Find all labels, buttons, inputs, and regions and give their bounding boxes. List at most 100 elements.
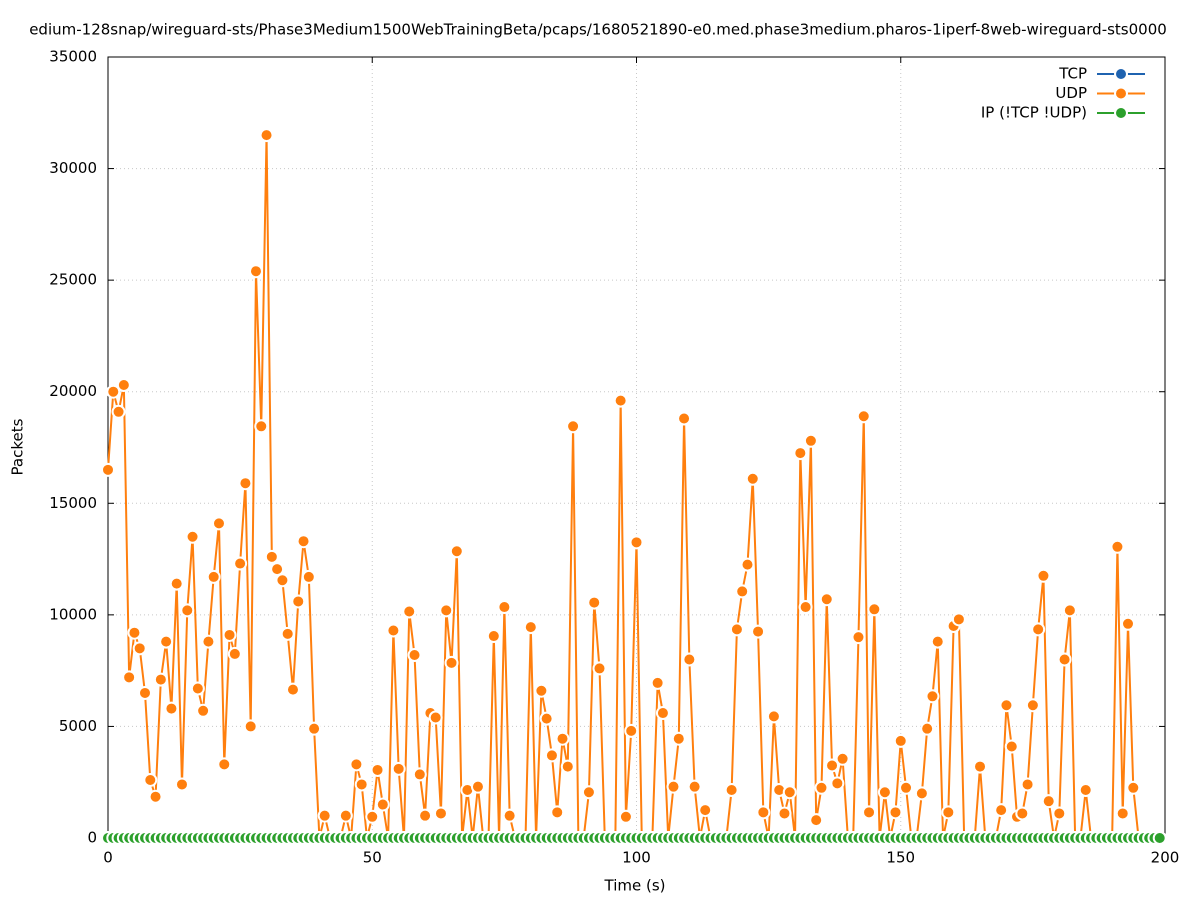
x-tick-label: 100	[622, 849, 651, 867]
y-tick-label: 10000	[49, 605, 97, 623]
y-tick-label: 25000	[49, 271, 97, 289]
chart-title: edium-128snap/wireguard-sts/Phase3Medium…	[29, 21, 1167, 39]
data-point	[687, 779, 702, 794]
data-point	[486, 629, 501, 644]
data-point	[1041, 794, 1056, 809]
legend-marker	[1114, 86, 1128, 101]
data-point	[196, 703, 211, 718]
data-point	[391, 761, 406, 776]
data-point	[206, 569, 221, 584]
data-point	[317, 808, 332, 823]
data-point	[159, 634, 174, 649]
data-point	[270, 562, 285, 577]
data-point	[354, 777, 369, 792]
data-point	[835, 751, 850, 766]
data-point	[555, 731, 570, 746]
data-point	[264, 549, 279, 564]
data-point	[143, 772, 158, 787]
data-point	[735, 584, 750, 599]
data-point	[301, 569, 316, 584]
data-point	[470, 779, 485, 794]
data-point	[951, 612, 966, 627]
data-point	[122, 670, 137, 685]
data-point	[618, 809, 633, 824]
data-point	[666, 779, 681, 794]
data-point	[994, 803, 1009, 818]
data-point	[497, 600, 512, 615]
y-tick-label: 5000	[59, 717, 97, 735]
data-point	[856, 409, 871, 424]
data-point	[137, 685, 152, 700]
data-point	[407, 648, 422, 663]
data-point	[629, 535, 644, 550]
data-point	[587, 595, 602, 610]
data-point	[338, 808, 353, 823]
data-point	[307, 721, 322, 736]
data-point	[248, 264, 263, 279]
data-point	[365, 809, 380, 824]
data-point	[386, 623, 401, 638]
data-point	[830, 776, 845, 791]
data-point	[798, 600, 813, 615]
data-point	[106, 384, 121, 399]
data-point	[613, 393, 628, 408]
y-tick-label: 15000	[49, 494, 97, 512]
data-point	[782, 785, 797, 800]
data-point	[285, 682, 300, 697]
data-point	[534, 683, 549, 698]
data-point	[275, 573, 290, 588]
data-point	[449, 544, 464, 559]
data-point	[243, 719, 258, 734]
data-point	[766, 709, 781, 724]
legend-label: TCP	[1058, 65, 1087, 83]
data-point	[1126, 780, 1141, 795]
data-point	[1115, 806, 1130, 821]
data-point	[740, 557, 755, 572]
data-point	[439, 603, 454, 618]
data-point	[1031, 622, 1046, 637]
data-point	[1025, 698, 1040, 713]
data-point	[809, 813, 824, 828]
x-tick-label: 0	[103, 849, 113, 867]
data-point	[877, 785, 892, 800]
data-point	[523, 620, 538, 635]
data-point	[1052, 806, 1067, 821]
data-point	[624, 723, 639, 738]
y-tick-label: 35000	[49, 48, 97, 66]
data-point	[941, 805, 956, 820]
data-point	[1020, 777, 1035, 792]
data-point	[217, 757, 232, 772]
legend-label: IP (!TCP !UDP)	[981, 104, 1087, 122]
data-point	[201, 634, 216, 649]
data-point	[592, 661, 607, 676]
data-point	[724, 783, 739, 798]
data-point	[671, 731, 686, 746]
x-axis-label: Time (s)	[604, 877, 666, 895]
data-point	[862, 805, 877, 820]
data-point	[111, 404, 126, 419]
data-point	[682, 652, 697, 667]
data-point	[814, 780, 829, 795]
data-point	[1004, 739, 1019, 754]
data-point	[803, 433, 818, 448]
data-point	[418, 808, 433, 823]
y-axis-label: Packets	[9, 418, 27, 475]
data-point	[259, 128, 274, 143]
data-point	[544, 748, 559, 763]
x-tick-label: 150	[886, 849, 915, 867]
data-point	[132, 641, 147, 656]
data-point	[698, 803, 713, 818]
data-point	[925, 689, 940, 704]
data-point	[169, 576, 184, 591]
data-point	[148, 789, 163, 804]
legend-label: UDP	[1055, 84, 1087, 102]
x-tick-label: 50	[363, 849, 382, 867]
data-point	[888, 805, 903, 820]
data-point	[920, 721, 935, 736]
data-point	[127, 625, 142, 640]
data-point	[433, 806, 448, 821]
data-point	[180, 603, 195, 618]
data-point	[581, 785, 596, 800]
data-point	[1078, 783, 1093, 798]
data-point	[153, 672, 168, 687]
